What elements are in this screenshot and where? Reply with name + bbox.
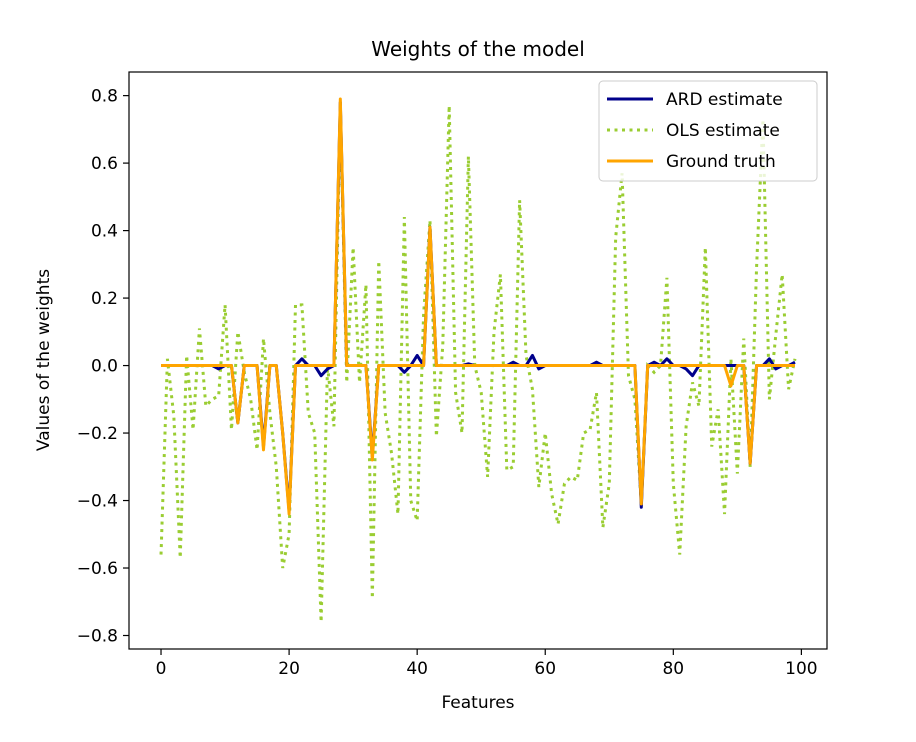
x-tick-label: 60 [534,659,556,679]
y-tick-label: −0.4 [77,492,118,512]
x-axis-label: Features [441,693,514,713]
y-tick-label: 0.0 [91,357,118,377]
legend-label-ols: OLS estimate [666,121,780,141]
x-tick-label: 40 [406,659,428,679]
chart-title: Weights of the model [371,37,585,61]
legend-label-ground-truth: Ground truth [666,152,776,172]
x-tick-label: 80 [662,659,684,679]
plot-area [128,71,828,650]
x-axis: 0 20 40 60 80 100 [156,649,818,679]
x-tick-label: 100 [785,659,817,679]
y-tick-label: 0.8 [91,87,118,107]
x-tick-label: 20 [278,659,300,679]
y-tick-label: −0.8 [77,627,118,647]
x-tick-label: 0 [156,659,167,679]
series-line-ground-truth [161,97,795,516]
y-tick-label: −0.2 [77,424,118,444]
y-axis: −0.8 −0.6 −0.4 −0.2 0.0 0.2 0.4 0.6 0.8 [77,87,129,647]
y-tick-label: 0.4 [91,222,118,242]
y-tick-label: −0.6 [77,559,118,579]
y-axis-label: Values of the weights [34,269,54,451]
legend-label-ard: ARD estimate [666,90,783,110]
legend-box [598,80,818,182]
series-line-ols-estimate [159,105,797,623]
series-layer [159,97,797,623]
legend: ARD estimate OLS estimate Ground truth [598,80,818,182]
y-tick-label: 0.2 [91,289,118,309]
y-tick-label: 0.6 [91,154,118,174]
